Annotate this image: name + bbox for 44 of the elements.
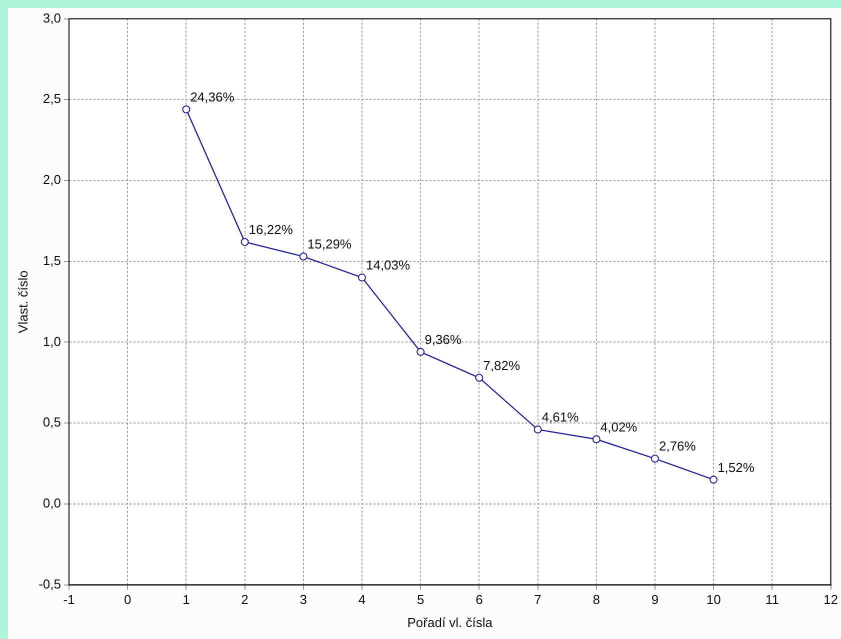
annotation: 15,29% <box>307 236 352 252</box>
x-tick-label: 1 <box>182 592 190 608</box>
annotation: 4,61% <box>542 410 580 425</box>
point <box>650 454 659 463</box>
y-tick-label: 2,0 <box>42 172 61 188</box>
y-tick-label: 1,5 <box>42 252 61 268</box>
x-tick-label: 0 <box>124 592 132 608</box>
point <box>710 476 718 484</box>
annotation: 14,03% <box>366 258 411 273</box>
x-tick-label: 4 <box>358 592 366 608</box>
x-tick-label: 9 <box>651 592 659 608</box>
point <box>534 426 542 434</box>
x-tick-label: 6 <box>476 592 483 608</box>
y-axis-title: Vlast. číslo <box>15 270 30 334</box>
x-tick-label: 3 <box>300 592 308 608</box>
x-tick-label: 5 <box>416 592 424 608</box>
annotation: 9,36% <box>424 332 462 348</box>
x-tick-label: 11 <box>765 592 779 608</box>
point <box>358 274 366 282</box>
y-tick-label: 0,5 <box>42 414 61 430</box>
point <box>416 348 425 356</box>
y-tick-label: 2,5 <box>42 91 61 106</box>
x-tick-label: 8 <box>592 592 600 608</box>
y-tick-label: -0,5 <box>38 576 61 592</box>
annotation: 4,02% <box>600 419 638 434</box>
point <box>475 374 484 382</box>
annotation: 24,36% <box>190 89 235 104</box>
y-tick-label: 0,0 <box>42 496 61 511</box>
x-tick-label: 12 <box>824 592 838 608</box>
annotation: 1,52% <box>718 460 755 475</box>
y-tick-label: 3,0 <box>42 10 61 26</box>
point <box>592 435 600 444</box>
annotation: 7,82% <box>483 358 520 373</box>
x-tick-label: 2 <box>241 592 248 608</box>
x-tick-label: 7 <box>534 592 542 608</box>
annotation: 2,76% <box>658 438 696 454</box>
x-tick-label: 10 <box>706 592 721 608</box>
x-axis-title: Pořadí vl. čísla <box>407 614 494 630</box>
annotation: 16,22% <box>248 222 294 238</box>
point <box>240 238 249 246</box>
x-tick-label: -1 <box>63 592 75 608</box>
point <box>299 252 308 261</box>
point <box>182 105 190 114</box>
y-tick-label: 1,0 <box>42 334 61 349</box>
